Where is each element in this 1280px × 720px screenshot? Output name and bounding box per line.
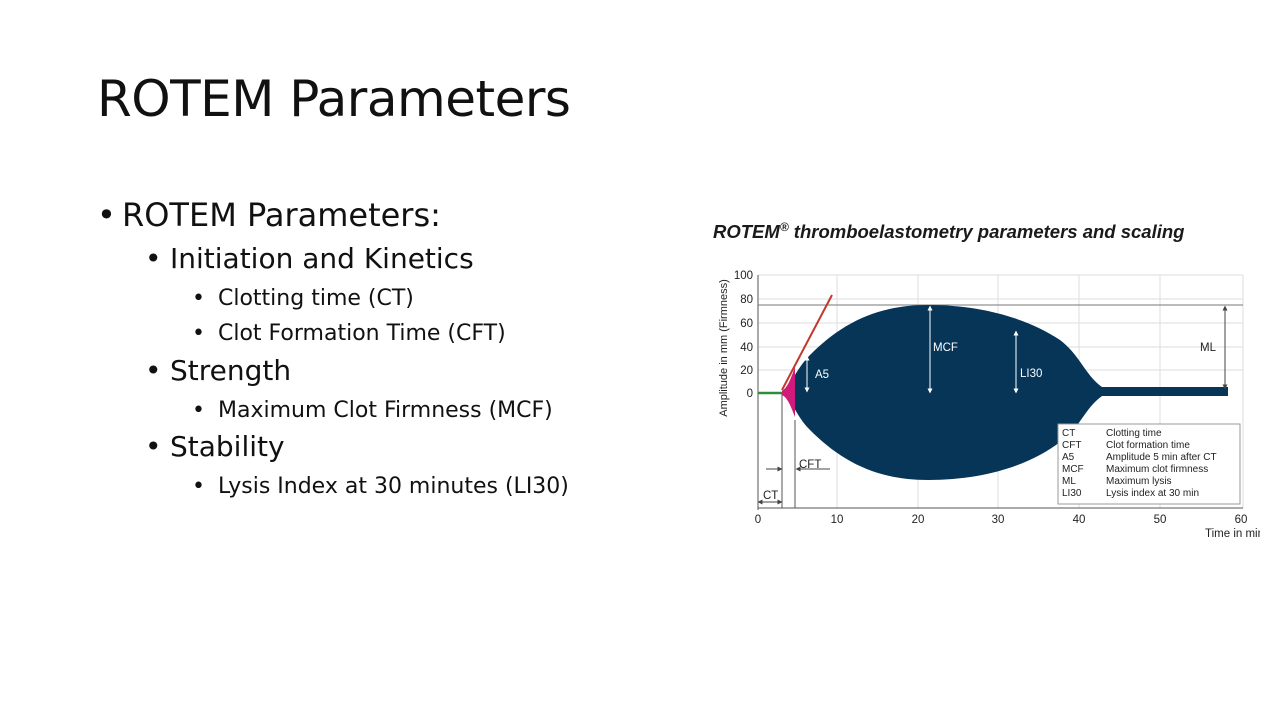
x-tick-labels: 0 10 20 30 40 50 60 (755, 514, 1248, 526)
legend-desc: Clot formation time (1106, 440, 1190, 451)
legend-box (1057, 423, 1241, 505)
x-tick-label: 60 (1235, 514, 1248, 526)
bullet-clot-formation-time: • Clot Formation Time (CFT) (192, 321, 506, 346)
bullet-strength: • Strength (145, 354, 291, 387)
bullet-glyph: • (192, 321, 205, 346)
bullet-text: Stability (170, 430, 285, 463)
cft-label: CFT (799, 459, 821, 471)
ct-label: CT (763, 490, 778, 502)
y-tick-label: 40 (740, 342, 753, 354)
bullet-glyph: • (145, 242, 162, 275)
bullet-text: Initiation and Kinetics (170, 242, 474, 275)
bullet-text: ROTEM Parameters: (122, 196, 441, 234)
figure-title-main: ROTEM (713, 221, 780, 243)
x-tick-label: 0 (755, 514, 761, 526)
rotem-diagram: 100 80 60 40 20 0 Amplitude in mm (Firmn… (718, 270, 1260, 540)
registered-mark: ® (779, 220, 789, 234)
legend-abbr: A5 (1062, 452, 1075, 463)
bullet-stability: • Stability (145, 430, 285, 463)
bullet-initiation-kinetics: • Initiation and Kinetics (145, 242, 474, 275)
bullet-text: Maximum Clot Firmness (MCF) (218, 398, 553, 423)
legend-abbr: LI30 (1062, 488, 1082, 499)
bullet-text: Strength (170, 354, 292, 387)
bullet-glyph: • (192, 286, 205, 311)
figure-title: ROTEM® thromboelastometry parameters and… (713, 220, 1184, 243)
bullet-maximum-clot-firmness: • Maximum Clot Firmness (MCF) (192, 398, 553, 423)
x-tick-label: 20 (912, 514, 925, 526)
x-tick-label: 50 (1154, 514, 1167, 526)
legend-abbr: CT (1062, 428, 1075, 439)
bullet-text: Clotting time (CT) (218, 286, 414, 311)
bullet-glyph: • (97, 196, 116, 234)
legend-desc: Amplitude 5 min after CT (1106, 452, 1217, 463)
a5-label: A5 (815, 369, 829, 381)
y-axis-label: Amplitude in mm (Firmness) (718, 279, 730, 417)
bullet-glyph: • (192, 474, 205, 499)
y-tick-labels: 100 80 60 40 20 0 (734, 270, 753, 400)
figure-title-rest: thromboelastometry parameters and scalin… (788, 221, 1185, 243)
mcf-label: MCF (933, 342, 958, 354)
x-tick-label: 40 (1073, 514, 1086, 526)
bullet-lysis-index: • Lysis Index at 30 minutes (LI30) (192, 474, 569, 499)
bullet-rotem-parameters: • ROTEM Parameters: (97, 196, 441, 234)
ml-label: ML (1200, 342, 1217, 354)
legend-desc: Lysis index at 30 min (1106, 488, 1199, 499)
li30-label: LI30 (1020, 368, 1042, 380)
x-tick-label: 30 (992, 514, 1005, 526)
bullet-glyph: • (192, 398, 205, 423)
cft-region (782, 367, 795, 417)
x-axis-label: Time in min (1205, 528, 1260, 540)
legend-abbr: MCF (1062, 464, 1084, 475)
legend-desc: Clotting time (1106, 428, 1162, 439)
legend-abbr: ML (1062, 476, 1076, 487)
bullet-text: Clot Formation Time (CFT) (218, 321, 506, 346)
bullet-list: • ROTEM Parameters: • Initiation and Kin… (97, 196, 569, 499)
alpha-slope-line (781, 294, 833, 391)
x-tick-label: 10 (831, 514, 844, 526)
slide-title: ROTEM Parameters (97, 70, 571, 128)
bullet-text: Lysis Index at 30 minutes (LI30) (218, 474, 569, 499)
thromboelastogram-trace (782, 305, 1228, 480)
legend: CT Clotting time CFT Clot formation time… (1057, 423, 1241, 505)
bullet-glyph: • (145, 430, 162, 463)
y-tick-label: 80 (740, 294, 753, 306)
y-tick-label: 20 (740, 365, 753, 377)
legend-desc: Maximum lysis (1106, 476, 1172, 487)
y-tick-label: 60 (740, 318, 753, 330)
bullet-glyph: • (145, 354, 162, 387)
y-tick-label: 100 (734, 270, 753, 282)
legend-abbr: CFT (1062, 440, 1081, 451)
y-tick-label: 0 (747, 388, 753, 400)
bullet-clotting-time: • Clotting time (CT) (192, 286, 414, 311)
legend-desc: Maximum clot firmness (1106, 464, 1208, 475)
